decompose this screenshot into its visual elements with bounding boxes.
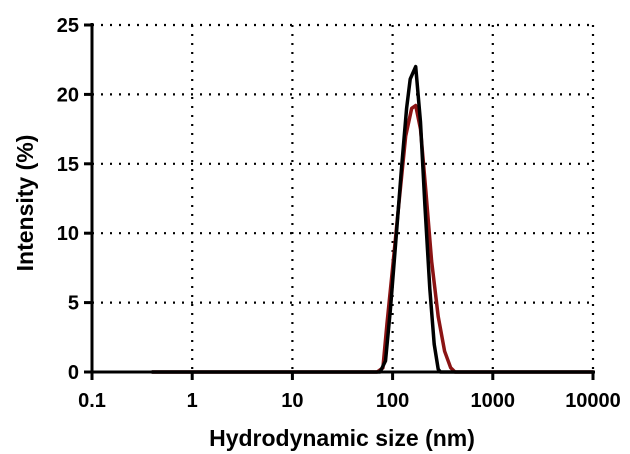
series-line-1 — [150, 103, 595, 374]
data-curves — [150, 64, 595, 374]
y-tick-label: 10 — [57, 223, 79, 245]
x-tick-label: 10000 — [565, 390, 621, 412]
y-ticks: 0 5 10 15 20 25 — [57, 15, 92, 384]
x-tick-label: 1 — [187, 390, 198, 412]
x-ticks: 0.1 1 10 100 1000 10000 — [78, 372, 621, 412]
series-line-2 — [150, 64, 595, 374]
y-tick-label: 0 — [68, 362, 79, 384]
y-tick-label: 25 — [57, 15, 79, 37]
y-tick-label: 15 — [57, 154, 79, 176]
x-tick-label: 100 — [376, 390, 409, 412]
y-tick-label: 20 — [57, 84, 79, 106]
y-tick-label: 5 — [68, 293, 79, 315]
y-axis-label: Intensity (%) — [12, 135, 38, 272]
x-tick-label: 1000 — [471, 390, 516, 412]
x-tick-label: 0.1 — [78, 390, 106, 412]
axes — [90, 23, 595, 374]
grid-lines — [92, 23, 595, 372]
x-axis-label: Hydrodynamic size (nm) — [209, 425, 475, 451]
x-tick-label: 10 — [281, 390, 303, 412]
